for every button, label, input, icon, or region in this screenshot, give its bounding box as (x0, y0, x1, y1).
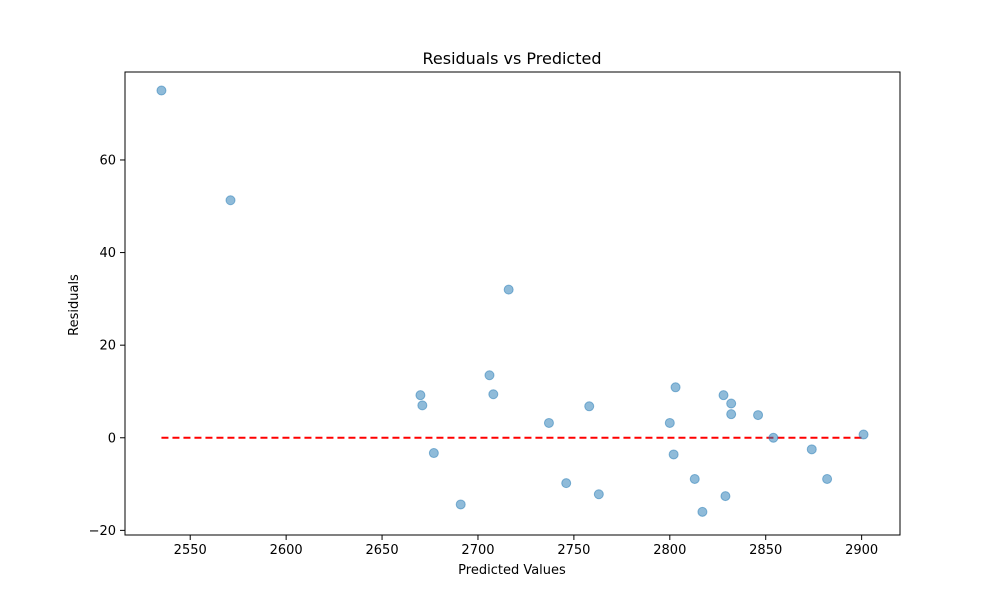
y-tick-label: −20 (89, 524, 116, 539)
data-point (726, 398, 737, 409)
ticks-layer: 2550 2600 2650 2700 2750 2800 2850 2900 −20 0 20 40… (89, 153, 879, 558)
x-tick-label: 2800 (653, 543, 686, 558)
data-point (858, 429, 869, 440)
data-point (503, 284, 514, 295)
y-tick-label: 20 (99, 339, 116, 354)
data-point (720, 491, 731, 502)
data-point (593, 489, 604, 500)
y-tick-label: 0 (108, 431, 116, 446)
data-point (768, 432, 779, 443)
data-point (726, 409, 737, 420)
data-point (689, 473, 700, 484)
data-point (718, 390, 729, 401)
data-point (488, 389, 499, 400)
points-layer (156, 85, 869, 517)
x-tick-label: 2850 (749, 543, 782, 558)
data-point (697, 506, 708, 517)
y-axis-label: Residuals (67, 274, 82, 336)
data-point (484, 370, 495, 381)
data-point (561, 478, 572, 489)
x-tick-label: 2900 (845, 543, 878, 558)
data-point (670, 382, 681, 393)
chart-title: Residuals vs Predicted (423, 49, 602, 68)
data-point (584, 401, 595, 412)
x-tick-label: 2600 (270, 543, 303, 558)
data-point (822, 473, 833, 484)
data-point (225, 195, 236, 206)
x-tick-label: 2750 (557, 543, 590, 558)
plot-frame (124, 71, 901, 536)
data-point (417, 400, 428, 411)
data-point (156, 85, 167, 96)
x-axis-label: Predicted Values (458, 563, 566, 578)
data-point (428, 448, 439, 459)
x-tick-label: 2700 (461, 543, 494, 558)
data-point (664, 417, 675, 428)
data-point (415, 390, 426, 401)
data-point (543, 417, 554, 428)
x-tick-label: 2650 (366, 543, 399, 558)
data-point (806, 444, 817, 455)
x-tick-label: 2550 (174, 543, 207, 558)
y-tick-label: 40 (99, 246, 116, 261)
data-point (455, 499, 466, 510)
data-point (753, 410, 764, 421)
y-tick-label: 60 (99, 153, 116, 168)
data-point (668, 449, 679, 460)
